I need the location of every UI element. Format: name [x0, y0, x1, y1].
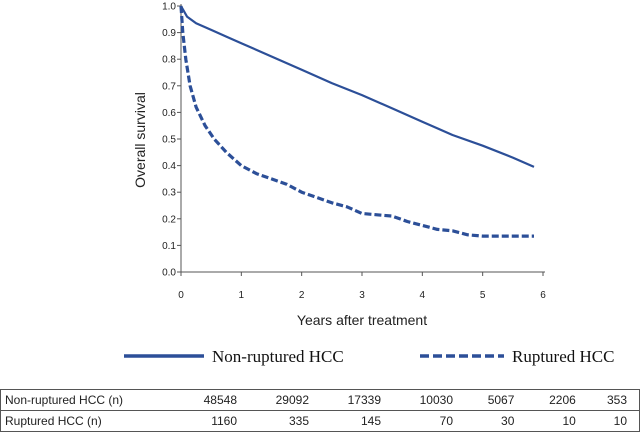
x-tick-label: 3 — [359, 290, 365, 301]
risk-count-cell: 145 — [321, 410, 393, 432]
x-tick-label: 1 — [239, 290, 245, 301]
risk-count-cell: 10 — [587, 410, 640, 432]
risk-row-label: Non-ruptured HCC (n) — [0, 389, 177, 411]
x-tick-label: 5 — [480, 290, 486, 301]
risk-count-cell: 29092 — [249, 389, 321, 411]
risk-count-cell: 353 — [587, 389, 640, 411]
risk-count-cell: 335 — [249, 410, 321, 432]
risk-count-cell: 10030 — [393, 389, 465, 411]
y-axis-label: Overall survival — [132, 92, 148, 188]
risk-count-cell: 30 — [465, 410, 527, 432]
y-tick-label: 1.0 — [162, 2, 176, 13]
risk-table-row: Non-ruptured HCC (n) 48548 29092 17339 10030… — [0, 389, 640, 411]
chart-legend: Non-ruptured HCC Ruptured HCC — [124, 347, 614, 366]
x-axis-label: Years after treatment — [297, 312, 427, 328]
risk-count-cell: 1160 — [177, 410, 249, 432]
y-tick-label: 0.6 — [162, 108, 176, 119]
y-tick-label: 0.0 — [162, 268, 176, 279]
risk-count-cell: 2206 — [526, 389, 588, 411]
risk-count-cell: 70 — [393, 410, 465, 432]
y-tick-label: 0.7 — [162, 81, 176, 92]
x-tick-label: 4 — [420, 290, 426, 301]
risk-table-row: Ruptured HCC (n) 1160 335 145 70 30 10 10 — [0, 410, 640, 432]
y-tick-label: 0.4 — [162, 161, 176, 172]
risk-count-cell: 48548 — [177, 389, 249, 411]
chart-axes: 0.0 0.1 0.2 0.3 0.4 0.5 0.6 0.7 0.8 0.9 1.0 0 1 2 3 4 5 6 — [162, 2, 546, 302]
x-tick-label: 0 — [178, 290, 184, 301]
risk-count-cell: 5067 — [465, 389, 527, 411]
y-tick-label: 0.1 — [162, 241, 176, 252]
numbers-at-risk-table: Non-ruptured HCC (n) 48548 29092 17339 10030… — [0, 389, 640, 432]
legend-label-ruptured: Ruptured HCC — [512, 347, 614, 366]
y-tick-label: 0.5 — [162, 135, 176, 146]
survival-chart: 0.0 0.1 0.2 0.3 0.4 0.5 0.6 0.7 0.8 0.9 1.0 0 1 2 3 4 5 6… — [132, 2, 546, 329]
chart-series — [179, 5, 535, 238]
y-tick-label: 0.2 — [162, 214, 176, 225]
y-tick-label: 0.8 — [162, 55, 176, 66]
y-tick-label: 0.9 — [162, 28, 176, 39]
legend-label-non-ruptured: Non-ruptured HCC — [212, 347, 344, 366]
series-line-ruptured — [179, 5, 534, 238]
risk-count-cell: 10 — [526, 410, 588, 432]
series-line-non-ruptured — [180, 5, 535, 168]
x-tick-label: 2 — [299, 290, 305, 301]
risk-row-label: Ruptured HCC (n) — [0, 410, 177, 432]
x-tick-label: 6 — [540, 290, 546, 301]
risk-count-cell: 17339 — [321, 389, 393, 411]
y-tick-label: 0.3 — [162, 188, 176, 199]
